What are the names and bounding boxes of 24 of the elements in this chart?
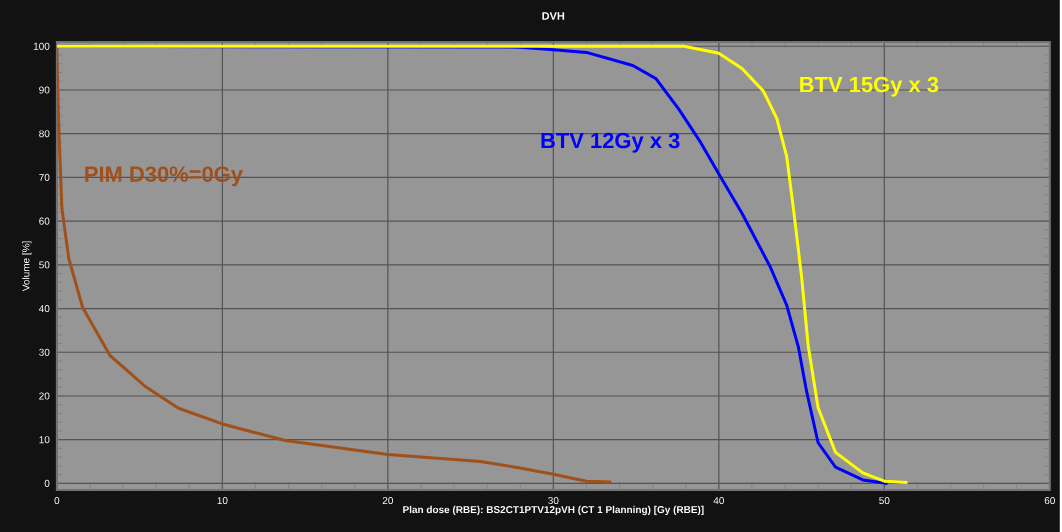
x-tick-label: 30 [548,497,559,505]
y-tick-label: 30 [39,348,50,356]
x-tick-label: 60 [1044,497,1055,505]
y-tick-label: 50 [39,261,50,269]
series-label: PIM D30%=0Gy [85,166,243,187]
y-tick-label: 90 [39,86,50,94]
x-tick-label: 10 [217,497,228,505]
y-tick-label: 10 [39,436,50,444]
x-tick-label: 20 [382,497,394,505]
x-tick-label: 0 [54,497,60,505]
y-axis-title: Volume [%] [22,241,32,292]
y-tick-label: 80 [39,130,50,138]
series-label: BTV 12Gy x 3 [541,132,680,153]
y-tick-label: 70 [39,173,50,181]
series-label: BTV 15Gy x 3 [800,76,939,97]
y-tick-label: 100 [33,42,50,50]
y-tick-label: 40 [38,305,50,313]
y-tick-label: 20 [39,392,50,400]
x-tick-label: 40 [713,497,724,505]
x-axis-title: Plan dose (RBE): BS2CT1PTV12pVH (CT 1 Planning) [Gy (RBE)] [403,505,704,516]
x-tick-label: 50 [879,497,890,505]
y-tick-label: 0 [44,479,50,487]
y-tick-label: 60 [39,217,50,225]
chart-title: DVH [542,12,565,20]
